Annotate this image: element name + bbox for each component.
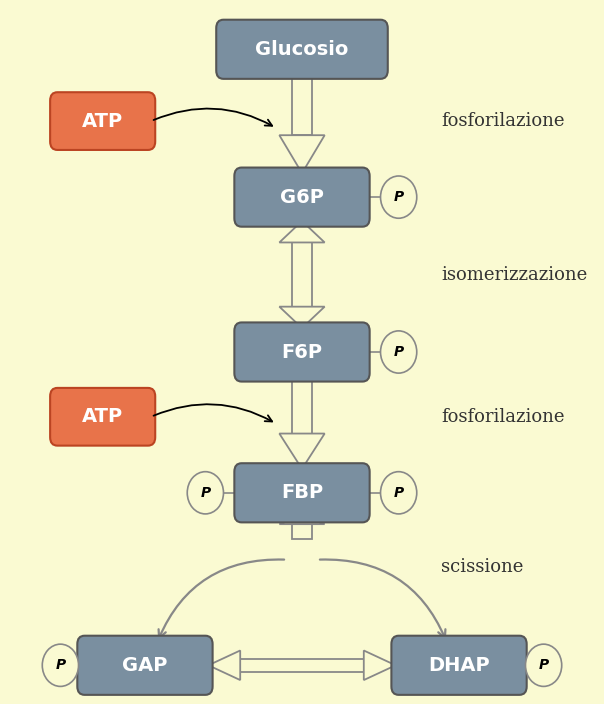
FancyBboxPatch shape [50,388,155,446]
Text: ATP: ATP [82,408,123,426]
Circle shape [381,472,417,514]
Text: P: P [56,658,65,672]
FancyBboxPatch shape [234,168,370,227]
FancyBboxPatch shape [234,463,370,522]
Text: fosforilazione: fosforilazione [441,112,564,130]
Polygon shape [364,650,396,680]
Text: P: P [394,190,403,204]
Polygon shape [279,221,325,242]
FancyBboxPatch shape [77,636,213,695]
Circle shape [42,644,79,686]
Circle shape [381,176,417,218]
Text: GAP: GAP [122,656,168,674]
Text: Glucosio: Glucosio [255,40,349,58]
Circle shape [187,472,223,514]
Circle shape [381,331,417,373]
Text: isomerizzazione: isomerizzazione [441,265,587,284]
Polygon shape [292,524,312,539]
Polygon shape [292,242,312,307]
Text: P: P [394,486,403,500]
Text: ATP: ATP [82,112,123,130]
Text: P: P [394,345,403,359]
Text: fosforilazione: fosforilazione [441,408,564,426]
FancyBboxPatch shape [391,636,527,695]
Polygon shape [279,307,325,328]
Polygon shape [279,434,325,469]
Text: FBP: FBP [281,484,323,502]
FancyBboxPatch shape [234,322,370,382]
FancyBboxPatch shape [50,92,155,150]
Text: P: P [539,658,548,672]
Polygon shape [292,73,312,135]
Text: DHAP: DHAP [428,656,490,674]
Polygon shape [240,659,364,672]
Text: F6P: F6P [281,343,323,361]
Circle shape [525,644,562,686]
FancyBboxPatch shape [216,20,388,79]
Polygon shape [279,515,325,524]
Text: scissione: scissione [441,558,523,576]
Text: G6P: G6P [280,188,324,206]
Text: P: P [201,486,210,500]
Polygon shape [208,650,240,680]
Polygon shape [279,135,325,173]
Polygon shape [292,376,312,434]
